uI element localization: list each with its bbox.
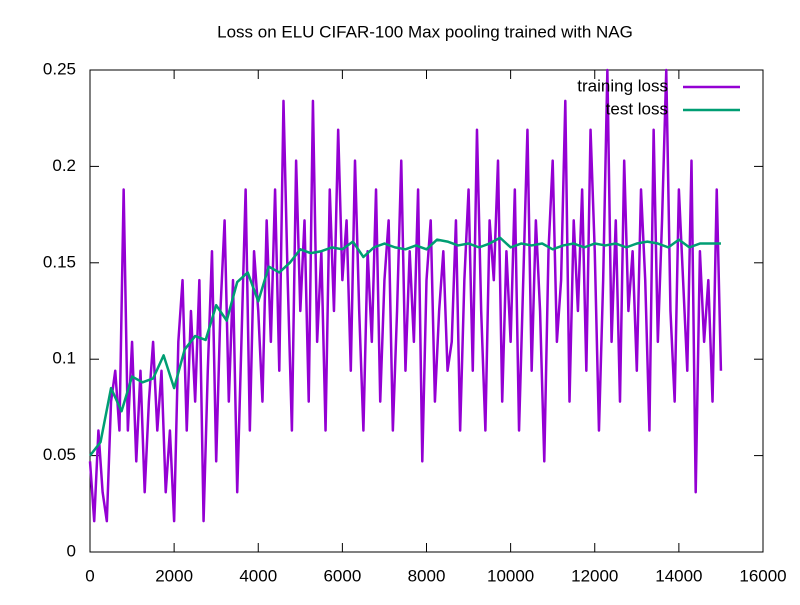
x-tick-label: 14000	[655, 566, 702, 585]
y-tick-label: 0	[67, 541, 76, 560]
y-tick-label: 0.05	[43, 445, 76, 464]
chart-title: Loss on ELU CIFAR-100 Max pooling traine…	[217, 22, 633, 41]
x-tick-label: 8000	[408, 566, 446, 585]
x-tick-label: 2000	[155, 566, 193, 585]
x-tick-label: 12000	[571, 566, 618, 585]
x-tick-label: 4000	[239, 566, 277, 585]
y-tick-label: 0.25	[43, 59, 76, 78]
x-tick-label: 6000	[323, 566, 361, 585]
x-tick-label: 0	[85, 566, 94, 585]
series-line	[88, 68, 723, 523]
y-tick-label: 0.1	[52, 349, 76, 368]
legend-label: test loss	[606, 99, 668, 118]
y-tick-label: 0.15	[43, 252, 76, 271]
legend-label: training loss	[577, 76, 668, 95]
y-tick-label: 0.2	[52, 156, 76, 175]
series-line	[89, 236, 721, 457]
x-tick-label: 10000	[487, 566, 534, 585]
x-tick-label: 16000	[739, 566, 786, 585]
plot-border	[89, 69, 764, 553]
